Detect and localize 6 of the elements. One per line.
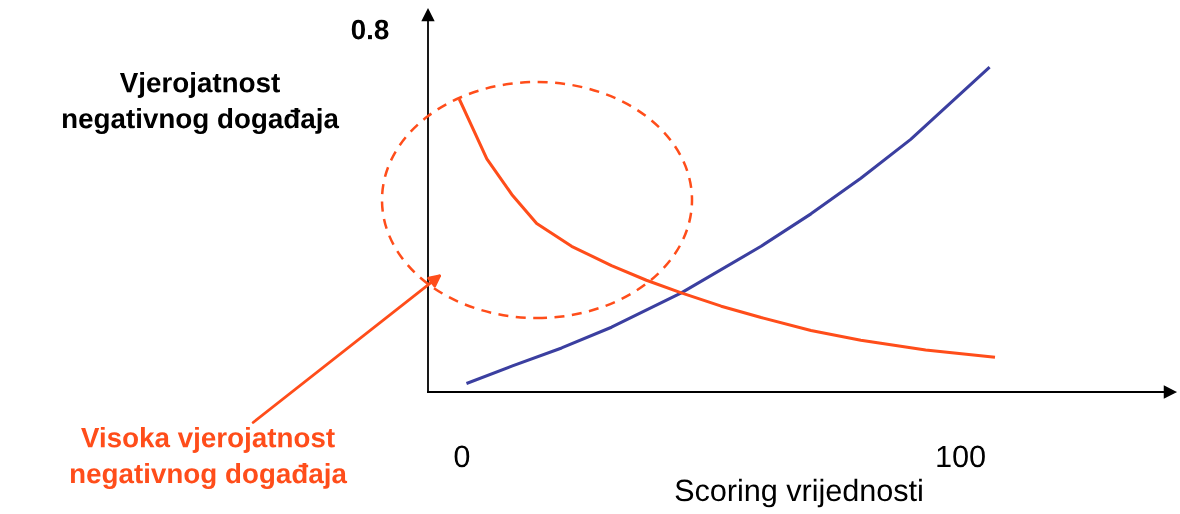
text: 0.8 (351, 19, 389, 40)
x-tick-label: 0 (454, 445, 470, 468)
text: Visoka vjerojatnost negativnog događaja (70, 427, 348, 489)
y-axis-title: Vjerojatnost negativnog događaja (62, 72, 340, 134)
x-tick-label: 100 (937, 445, 985, 468)
x-axis-title: Scoring vrijednosti (675, 478, 922, 508)
